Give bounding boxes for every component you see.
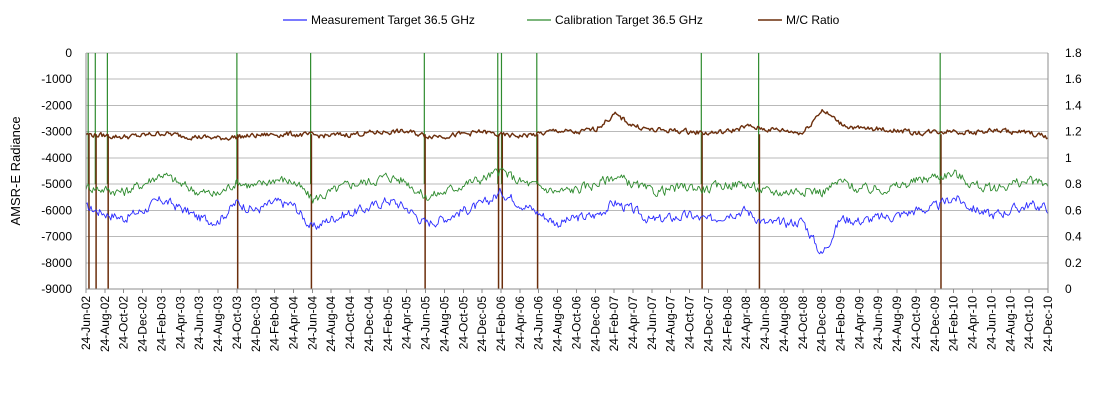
x-tick-label: 24-Apr-04	[286, 296, 300, 350]
legend-label-mc-ratio: M/C Ratio	[786, 13, 840, 27]
x-tick-label: 24-Dec-07	[701, 296, 715, 352]
x-tick-label: 24-Apr-07	[626, 296, 640, 350]
legend-label-measurement: Measurement Target 36.5 GHz	[311, 13, 475, 27]
x-tick-label: 24-Apr-08	[739, 296, 753, 350]
x-tick-label: 24-Feb-08	[720, 296, 734, 352]
x-tick-label: 24-Jun-07	[645, 296, 659, 350]
series-line	[85, 187, 1049, 255]
x-tick-label: 24-Oct-05	[456, 296, 470, 350]
y-tick-label: 0	[65, 46, 72, 60]
y2-tick-label: 0	[1065, 282, 1072, 296]
y2-tick-label: 0.8	[1065, 177, 1082, 191]
y-axis-title: AMSR-E Radiance	[8, 116, 23, 225]
y2-tick-label: 1.4	[1065, 98, 1082, 112]
y-tick-label: -8000	[41, 256, 72, 270]
y-tick-label: -7000	[41, 230, 72, 244]
y-tick-label: -9000	[41, 282, 72, 296]
x-tick-label: 24-Jun-03	[192, 296, 206, 350]
x-tick-label: 24-Apr-03	[173, 296, 187, 350]
x-tick-label: 24-Dec-03	[249, 296, 263, 352]
y2-tick-label: 0.4	[1065, 230, 1082, 244]
x-tick-label: 24-Oct-03	[230, 296, 244, 350]
data-gaps	[87, 53, 942, 289]
x-tick-label: 24-Jun-02	[79, 296, 93, 350]
legend-label-calibration: Calibration Target 36.5 GHz	[555, 13, 703, 27]
x-tick-label: 24-Aug-07	[664, 296, 678, 352]
y2-tick-label: 1	[1065, 151, 1072, 165]
x-tick-label: 24-Feb-05	[381, 296, 395, 352]
y-tick-label: -5000	[41, 177, 72, 191]
y-tick-label: -3000	[41, 125, 72, 139]
x-tick-label: 24-Feb-06	[494, 296, 508, 352]
x-tick-label: 24-Oct-08	[796, 296, 810, 350]
y2-tick-label: 1.6	[1065, 72, 1082, 86]
y-tick-label: -2000	[41, 98, 72, 112]
x-tick-label: 24-Feb-07	[607, 296, 621, 352]
x-tick-label: 24-Dec-06	[588, 296, 602, 352]
y-axis-ticks: 0 -1000 -2000 -3000 -4000 -5000 -6000 -7000 -800…	[41, 46, 72, 296]
y2-tick-label: 1.2	[1065, 125, 1082, 139]
x-tick-label: 24-Oct-04	[343, 296, 357, 350]
x-tick-label: 24-Feb-03	[154, 296, 168, 352]
x-tick-label: 24-Jun-08	[758, 296, 772, 350]
x-tick-label: 24-Jun-05	[419, 296, 433, 350]
x-tick-label: 24-Aug-05	[437, 296, 451, 352]
x-tick-label: 24-Dec-05	[475, 296, 489, 352]
x-tick-label: 24-Oct-06	[569, 296, 583, 350]
x-tick-label: 24-Aug-02	[98, 296, 112, 352]
x-tick-label: 24-Aug-06	[551, 296, 565, 352]
x-tick-label: 24-Feb-04	[268, 296, 282, 352]
x-tick-label: 24-Oct-10	[1022, 296, 1036, 350]
x-tick-label: 24-Feb-10	[947, 296, 961, 352]
x-tick-label: 24-Aug-09	[890, 296, 904, 352]
x-tick-label: 24-Dec-09	[928, 296, 942, 352]
x-tick-label: 24-Apr-09	[852, 296, 866, 350]
series-line	[85, 167, 1049, 204]
x-tick-label: 24-Oct-02	[117, 296, 131, 350]
x-axis-ticks: 24-Jun-02 24-Aug-02 24-Oct-02 24-Dec-02 24-F…	[79, 289, 1055, 352]
axes	[85, 53, 1049, 290]
x-tick-label: 24-Apr-06	[513, 296, 527, 350]
x-tick-label: 24-Aug-03	[211, 296, 225, 352]
x-tick-label: 24-Oct-09	[909, 296, 923, 350]
x-tick-label: 24-Dec-08	[815, 296, 829, 352]
series-line	[85, 109, 1048, 141]
y-tick-label: -1000	[41, 72, 72, 86]
x-tick-label: 24-Dec-10	[1041, 296, 1055, 352]
x-tick-label: 24-Aug-04	[324, 296, 338, 352]
y-tick-label: -6000	[41, 203, 72, 217]
y2-tick-label: 0.2	[1065, 256, 1082, 270]
series-lines	[85, 109, 1049, 255]
x-tick-label: 24-Dec-04	[362, 296, 376, 352]
legend: Measurement Target 36.5 GHz Calibration …	[283, 13, 840, 27]
y2-tick-label: 1.8	[1065, 46, 1082, 60]
y2-tick-label: 0.6	[1065, 203, 1082, 217]
x-tick-label: 24-Oct-07	[683, 296, 697, 350]
y2-axis-ticks: 1.8 1.6 1.4 1.2 1 0.8 0.6 0.4 0.2 0	[1065, 46, 1082, 296]
x-tick-label: 24-Jun-09	[871, 296, 885, 350]
x-tick-label: 24-Jun-06	[532, 296, 546, 350]
x-tick-label: 24-Dec-02	[136, 296, 150, 352]
x-tick-label: 24-Apr-05	[400, 296, 414, 350]
x-tick-label: 24-Aug-08	[777, 296, 791, 352]
x-tick-label: 24-Aug-10	[1003, 296, 1017, 352]
gridlines	[86, 52, 1048, 290]
x-tick-label: 24-Apr-10	[966, 296, 980, 350]
x-tick-label: 24-Jun-10	[984, 296, 998, 350]
x-tick-label: 24-Jun-04	[305, 296, 319, 350]
y-tick-label: -4000	[41, 151, 72, 165]
x-tick-label: 24-Feb-09	[834, 296, 848, 352]
